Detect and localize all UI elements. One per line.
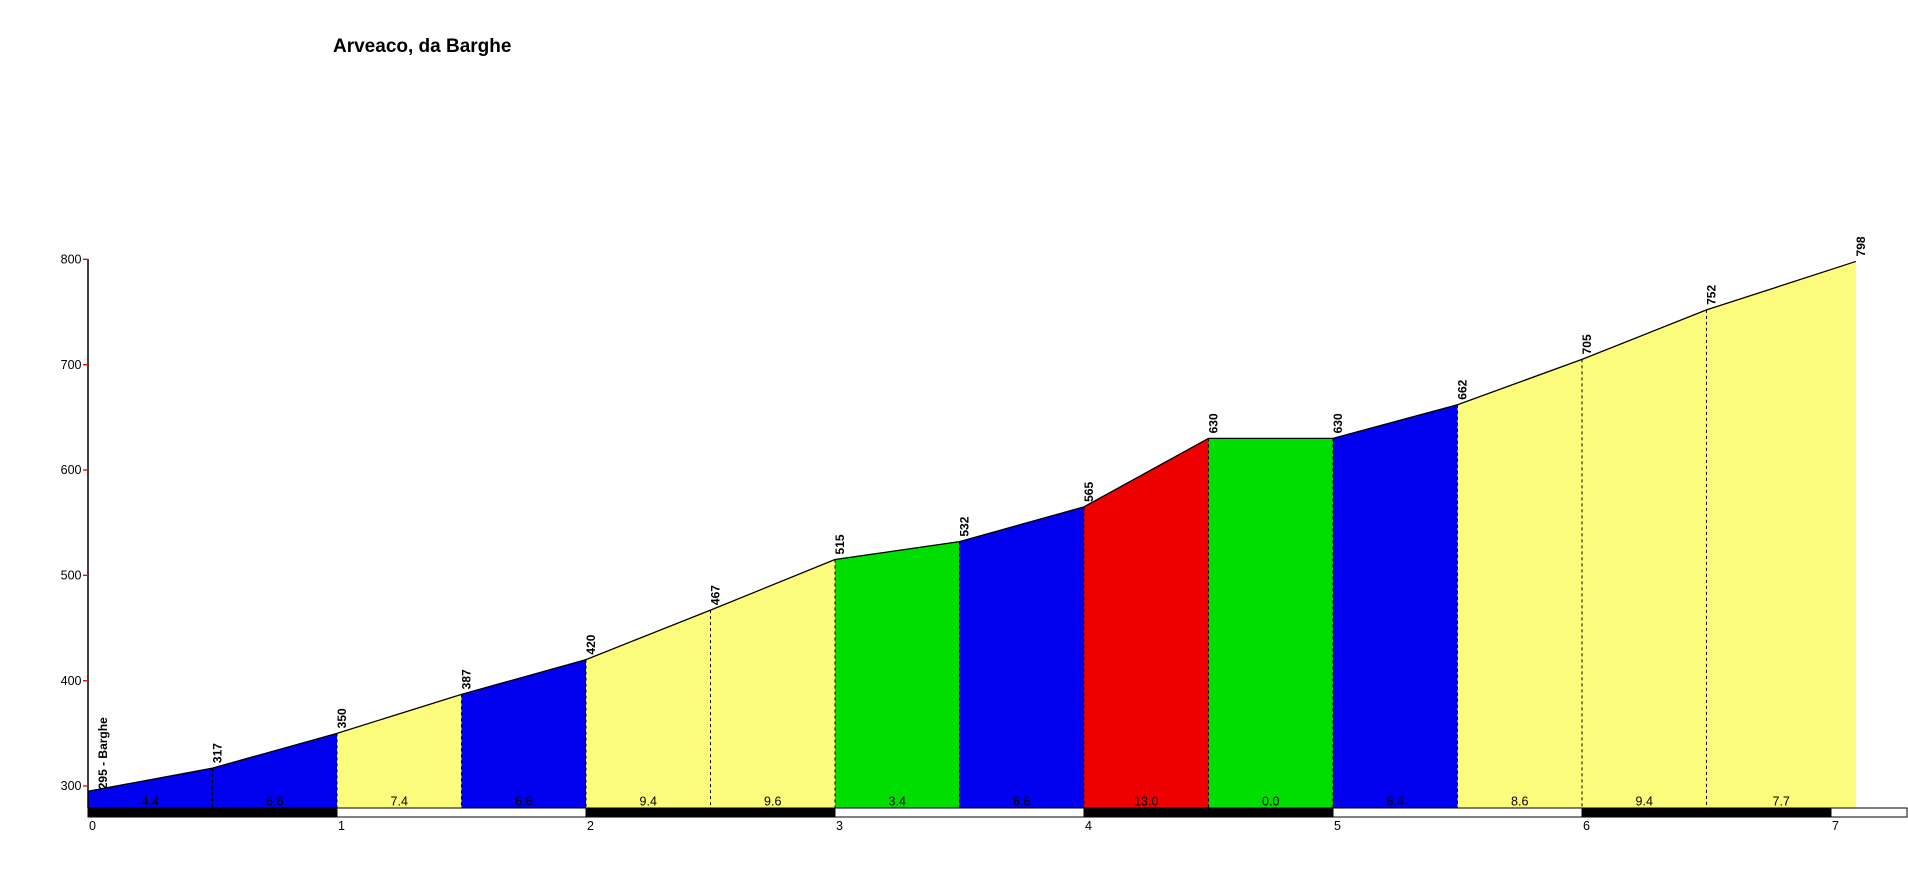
- km-bar-6: [1581, 807, 1832, 818]
- segment-area-13: [1706, 261, 1856, 808]
- x-axis-label-0: 0: [89, 819, 96, 833]
- y-axis-label-600: 600: [61, 463, 82, 477]
- chart-title: Arveaco, da Barghe: [333, 36, 512, 57]
- elevation-label-11: 705: [1580, 334, 1594, 354]
- gradient-label-1: 6.6: [266, 795, 283, 809]
- elevation-label-4: 467: [709, 585, 723, 605]
- km-bar-5: [1332, 807, 1583, 818]
- elevation-label-0: 317: [211, 743, 225, 763]
- segment-area-5: [710, 559, 835, 808]
- x-axis-label-4: 4: [1085, 819, 1092, 833]
- x-axis-label-1: 1: [338, 819, 345, 833]
- segment-area-6: [835, 541, 960, 808]
- gradient-label-10: 6.4: [1387, 795, 1404, 809]
- km-bar-tail: [1830, 807, 1908, 818]
- segment-area-9: [1208, 438, 1333, 808]
- x-axis-label-3: 3: [836, 819, 843, 833]
- y-axis-label-500: 500: [61, 569, 82, 583]
- gradient-label-9: 0.0: [1262, 795, 1279, 809]
- y-axis-label-400: 400: [61, 674, 82, 688]
- profile-outline: [87, 260, 1857, 792]
- gradient-label-6: 3.4: [889, 795, 906, 809]
- elevation-label-12: 752: [1705, 285, 1719, 305]
- x-axis-label-7: 7: [1832, 819, 1839, 833]
- segment-area-3: [461, 659, 586, 808]
- x-axis-label-2: 2: [587, 819, 594, 833]
- elevation-label-3: 420: [584, 634, 598, 654]
- elevation-label-5: 515: [833, 534, 847, 554]
- gradient-label-0: 4.4: [142, 795, 159, 809]
- km-bar-0: [87, 807, 338, 818]
- elevation-label-9: 630: [1331, 413, 1345, 433]
- gradient-label-3: 6.6: [515, 795, 532, 809]
- elevation-label-6: 532: [958, 516, 972, 536]
- segment-area-4: [586, 610, 711, 808]
- km-bar-1: [336, 807, 587, 818]
- x-axis-label-6: 6: [1583, 819, 1590, 833]
- elevation-label-7: 565: [1082, 482, 1096, 502]
- elevation-label-1: 350: [335, 708, 349, 728]
- segment-area-1: [212, 733, 337, 808]
- gradient-label-5: 9.6: [764, 795, 781, 809]
- gradient-label-2: 7.4: [391, 795, 408, 809]
- gradient-label-12: 9.4: [1636, 795, 1653, 809]
- y-axis-label-700: 700: [61, 358, 82, 372]
- x-axis-label-5: 5: [1334, 819, 1341, 833]
- segment-area-8: [1084, 438, 1209, 808]
- km-bar-4: [1083, 807, 1334, 818]
- elevation-label-8: 630: [1207, 413, 1221, 433]
- gradient-label-4: 9.4: [640, 795, 657, 809]
- gradient-label-11: 8.6: [1511, 795, 1528, 809]
- segment-area-10: [1333, 404, 1458, 808]
- elevation-label-10: 662: [1456, 379, 1470, 399]
- start-elevation-label: 295 - Barghe: [96, 717, 110, 789]
- segment-area-11: [1457, 359, 1582, 808]
- km-bar-2: [585, 807, 836, 818]
- segment-area-2: [337, 694, 462, 808]
- segment-area-12: [1582, 309, 1707, 808]
- km-bar-3: [834, 807, 1085, 818]
- elevation-label-2: 387: [460, 669, 474, 689]
- segment-area-0: [88, 768, 213, 808]
- y-axis-label-800: 800: [61, 253, 82, 267]
- elevation-label-13: 798: [1854, 236, 1868, 256]
- gradient-label-7: 6.6: [1013, 795, 1030, 809]
- segment-area-7: [959, 506, 1084, 808]
- gradient-label-13: 7.7: [1773, 795, 1790, 809]
- gradient-label-8: 13.0: [1134, 795, 1158, 809]
- y-axis-label-300: 300: [61, 779, 82, 793]
